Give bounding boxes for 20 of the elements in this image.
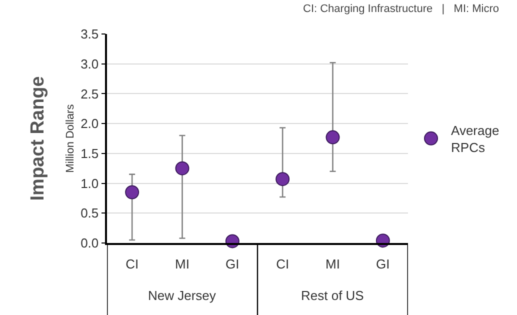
- text: CI: Charging Infrastructure | MI: Micro: [303, 3, 500, 15]
- x-tick-label: GI: [376, 256, 390, 272]
- legend-label: Average RPCs: [451, 123, 500, 155]
- text: Impact Range: [28, 76, 49, 201]
- text: New Jersey: [148, 288, 216, 303]
- y-tick-label: 3.5: [80, 26, 99, 42]
- x-tick-label: CI: [126, 256, 139, 272]
- x-tick-label: CI: [276, 256, 290, 272]
- y-tick-label: 2.0: [80, 116, 99, 132]
- y-tick-label: 3.0: [80, 56, 99, 72]
- x-tick-label: MI: [175, 256, 190, 272]
- text: Rest of US: [301, 288, 364, 303]
- x-tick-label: MI: [326, 256, 340, 272]
- y-tick-label: 0.5: [80, 206, 99, 221]
- y-tick-label: 1.5: [80, 146, 99, 161]
- y-tick-label: 1.0: [80, 176, 99, 191]
- y-tick-label: 2.5: [80, 86, 99, 102]
- y-axis-title: Million Dollars: [64, 104, 77, 173]
- x-tick-label: GI: [226, 256, 240, 272]
- y-tick-label: 0.0: [80, 236, 99, 251]
